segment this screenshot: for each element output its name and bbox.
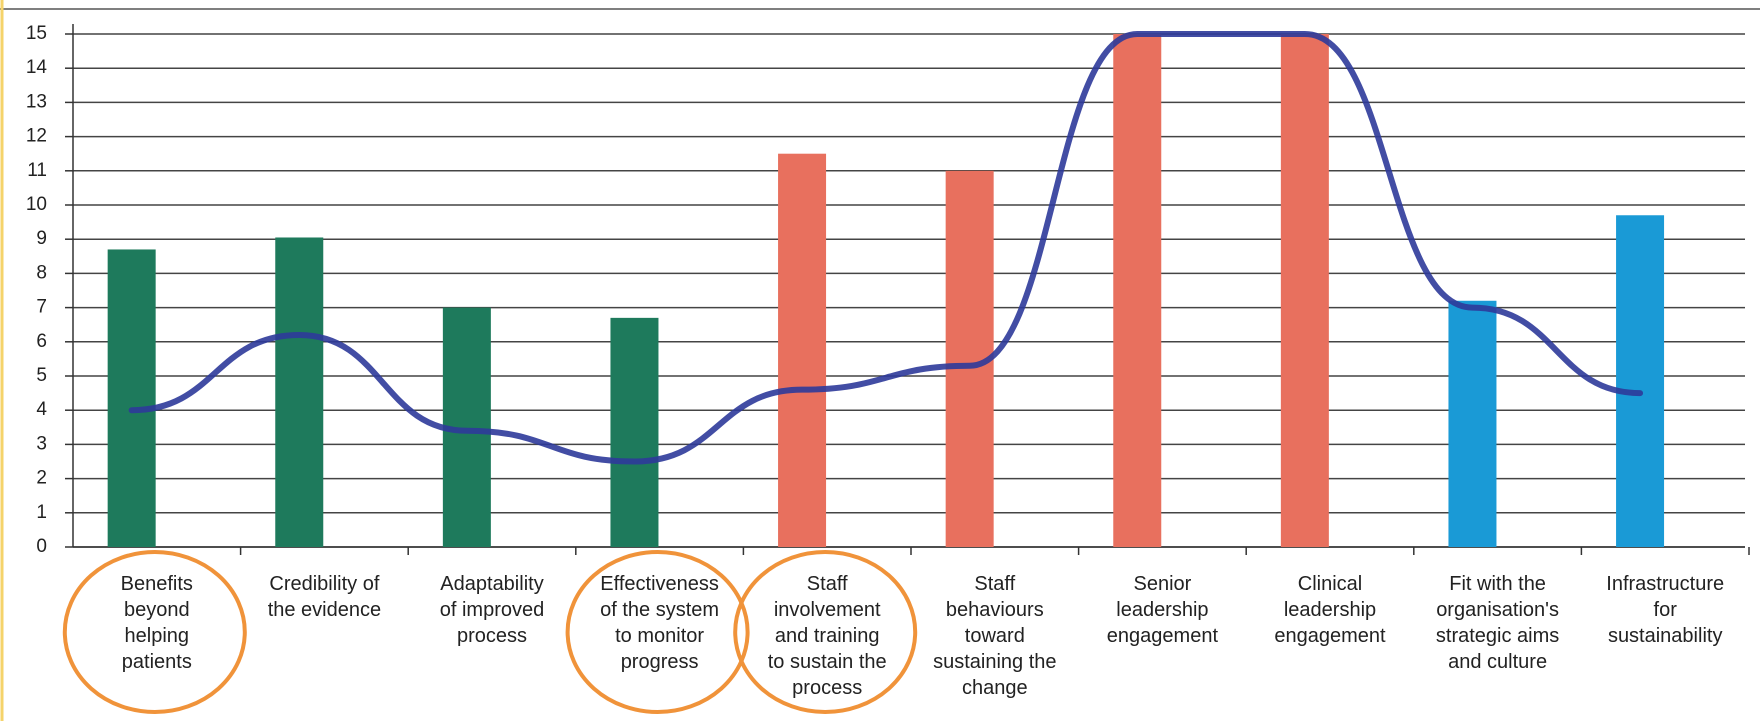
bar [610,317,659,547]
y-tick-label: 3 [36,433,47,454]
y-tick-label: 1 [36,502,47,523]
y-tick-label: 12 [26,126,47,147]
x-tick-label: Benefits beyond helping patients [121,573,193,673]
y-tick-label: 14 [26,57,48,78]
y-tick-label: 7 [36,297,47,318]
y-tick-label: 13 [26,91,47,112]
bar [1448,300,1497,547]
trend-line [128,31,1644,465]
x-tick-label: Effectiveness of the system to monitor prog… [600,573,719,673]
highlight-circle [565,550,750,714]
x-tick-label: Senior leadership engagement [1107,573,1219,647]
x-tick-label: Clinical leadership engagement [1274,573,1386,647]
y-tick-label: 8 [36,262,47,283]
bar [1113,34,1162,547]
y-tick-label: 4 [36,399,47,420]
x-tick-label: Staff involvement and training to sustain t… [768,573,887,699]
highlight-circle [62,550,247,714]
y-tick-label: 0 [36,536,47,557]
x-tick-label: Adaptability of improved process [440,573,545,647]
y-tick-label: 9 [36,228,47,249]
y-tick-label: 6 [36,331,47,352]
y-tick-label: 11 [27,160,47,181]
y-tick-label: 15 [26,23,47,44]
x-tick-label: Credibility of the evidence [268,573,381,621]
x-tick-label: Fit with the organisation's strategic aims… [1436,573,1559,673]
bar [778,153,827,547]
x-tick-label: Staff behaviours toward sustaining the chang… [933,573,1056,699]
bar [275,237,324,548]
bar [1616,215,1665,547]
y-tick-label: 2 [36,468,47,489]
highlight-circle [733,550,918,714]
bar [1280,34,1329,547]
y-tick-label: 5 [36,365,47,386]
bar [107,249,156,547]
y-tick-label: 10 [26,194,47,215]
x-tick-label: Infrastructure for sustainability [1606,573,1724,647]
